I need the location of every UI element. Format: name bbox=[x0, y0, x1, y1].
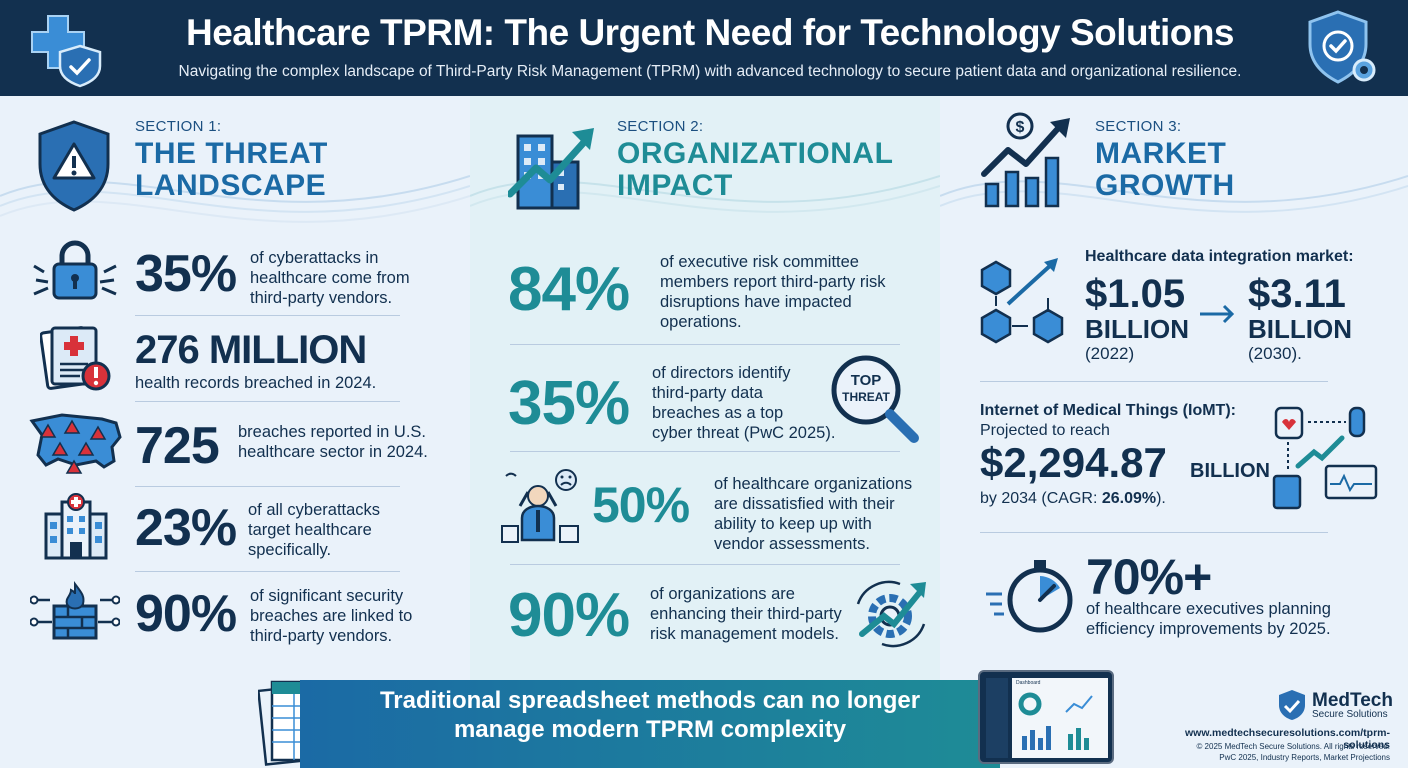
stat-text: of healthcare organizations are dissatisf… bbox=[714, 475, 913, 553]
iomt-unit: BILLION bbox=[1190, 460, 1270, 482]
dashboard-content bbox=[1012, 678, 1108, 758]
header-bar: Healthcare TPRM: The Urgent Need for Tec… bbox=[0, 0, 1408, 96]
stat-text: breaches reported in U.S. healthcare sect… bbox=[238, 423, 428, 461]
data-cubes-flow-icon bbox=[980, 258, 1064, 344]
page-subtitle: Navigating the complex landscape of Thir… bbox=[178, 63, 1242, 80]
hospital-building-icon bbox=[44, 493, 108, 560]
dashboard-sidebar bbox=[986, 678, 1008, 758]
efficiency-value: 70%+ bbox=[1086, 549, 1212, 605]
section-label: SECTION 1: bbox=[135, 118, 222, 135]
dashboard-screen-mockup: Dashboard bbox=[978, 670, 1114, 764]
top-threat-badge: TOP THREAT bbox=[842, 372, 890, 405]
warning-shield-icon bbox=[38, 120, 110, 212]
firewall-network-icon bbox=[30, 581, 120, 640]
stat-value: 35% bbox=[508, 369, 630, 438]
dashboard-charts-icon bbox=[1018, 692, 1093, 750]
brand-subtitle: Secure Solutions bbox=[1312, 709, 1388, 720]
section-title-line1: MARKET bbox=[1095, 137, 1227, 170]
shield-gear-icon bbox=[1308, 10, 1376, 84]
efficiency-text: of healthcare executives planning efficie… bbox=[1086, 600, 1331, 638]
section-title-line1: THE THREAT bbox=[135, 137, 328, 170]
building-growth-arrow-icon bbox=[508, 128, 594, 210]
divider bbox=[135, 571, 400, 572]
integration-heading: Healthcare data integration market: bbox=[1085, 248, 1354, 265]
stat-value: 23% bbox=[135, 499, 237, 557]
stat-value: 35% bbox=[135, 245, 237, 303]
integration-from-year: (2022) bbox=[1085, 344, 1135, 363]
divider bbox=[135, 401, 400, 402]
section-label: SECTION 2: bbox=[617, 118, 704, 135]
section-title-line2: IMPACT bbox=[617, 169, 733, 202]
divider bbox=[135, 315, 400, 316]
section-organizational-impact: SECTION 2: ORGANIZATIONAL IMPACT 84% of … bbox=[470, 96, 940, 680]
stat-text: of all cyberattacks target healthcare spec… bbox=[248, 501, 381, 559]
stat-value: 50% bbox=[592, 477, 690, 533]
iomt-line2: Projected to reach bbox=[980, 422, 1110, 439]
divider bbox=[510, 344, 900, 345]
section-title-line2: GROWTH bbox=[1095, 169, 1235, 202]
stressed-worker-icon bbox=[501, 469, 579, 543]
gear-growth-arrow-icon bbox=[856, 580, 926, 648]
integration-from-unit: BILLION bbox=[1085, 314, 1189, 344]
stat-text: of cyberattacks in healthcare come from th… bbox=[250, 249, 410, 307]
medical-cross-shield-icon bbox=[31, 15, 102, 88]
divider bbox=[980, 532, 1328, 533]
iomt-value: $2,294.87 bbox=[980, 439, 1167, 486]
footer-credits: © 2025 MedTech Secure Solutions. All rig… bbox=[1196, 742, 1390, 762]
magnifier-top-threat-icon bbox=[831, 355, 919, 443]
medical-record-alert-icon bbox=[40, 326, 111, 391]
stopwatch-icon bbox=[986, 560, 1073, 633]
stat-value: 90% bbox=[508, 581, 630, 650]
section-threat-landscape: SECTION 1: THE THREAT LANDSCAPE 35% of c… bbox=[0, 96, 470, 680]
stat-value: 84% bbox=[508, 255, 630, 324]
stat-text: of directors identify third-party data bre… bbox=[652, 364, 836, 442]
brand-shield-logo-icon bbox=[1279, 690, 1305, 720]
dollar-growth-chart-icon: $ bbox=[981, 112, 1070, 208]
stat-text: of executive risk committee members repor… bbox=[660, 253, 886, 331]
stat-value: 725 bbox=[135, 417, 220, 475]
iomt-heading: Internet of Medical Things (IoMT): bbox=[980, 402, 1236, 419]
section-title-line1: ORGANIZATIONAL bbox=[617, 137, 894, 170]
website-url[interactable]: www.medtechsecuresolutions.com/tprm-solu… bbox=[1185, 727, 1390, 751]
integration-from-value: $1.05 bbox=[1085, 272, 1186, 316]
integration-to-unit: BILLION bbox=[1248, 314, 1352, 344]
stat-text: health records breached in 2024. bbox=[135, 374, 377, 392]
section-title-line2: LANDSCAPE bbox=[135, 169, 327, 202]
connected-medical-devices-icon bbox=[1272, 406, 1378, 510]
divider bbox=[510, 564, 900, 565]
iomt-footer: by 2034 (CAGR: 26.09%). bbox=[980, 490, 1166, 507]
padlock-chain-icon bbox=[33, 240, 117, 300]
page-title: Healthcare TPRM: The Urgent Need for Tec… bbox=[185, 12, 1235, 53]
stat-value: 276 MILLION bbox=[135, 328, 367, 372]
integration-to-year: (2030). bbox=[1248, 344, 1302, 363]
banner-text: Traditional spreadsheet methods can no l… bbox=[379, 687, 921, 743]
brand-name: MedTech bbox=[1312, 690, 1393, 711]
divider bbox=[135, 486, 400, 487]
stat-value: 90% bbox=[135, 585, 237, 643]
arrow-right-icon bbox=[1200, 304, 1235, 324]
divider bbox=[510, 451, 900, 452]
integration-to-value: $3.11 bbox=[1248, 272, 1346, 316]
us-map-alerts-icon bbox=[29, 413, 122, 474]
section-label: SECTION 3: bbox=[1095, 118, 1182, 135]
call-to-action-banner bbox=[300, 680, 1000, 768]
stat-text: of significant security breaches are link… bbox=[250, 587, 413, 645]
svg-text:$: $ bbox=[1016, 119, 1025, 136]
stat-text: of organizations are enhancing their thir… bbox=[650, 585, 842, 643]
divider bbox=[980, 381, 1328, 382]
dashboard-title: Dashboard bbox=[1016, 680, 1041, 686]
section-market-growth: $ SECTION 3: MARKET GROWTH Healthcare da… bbox=[940, 96, 1408, 680]
